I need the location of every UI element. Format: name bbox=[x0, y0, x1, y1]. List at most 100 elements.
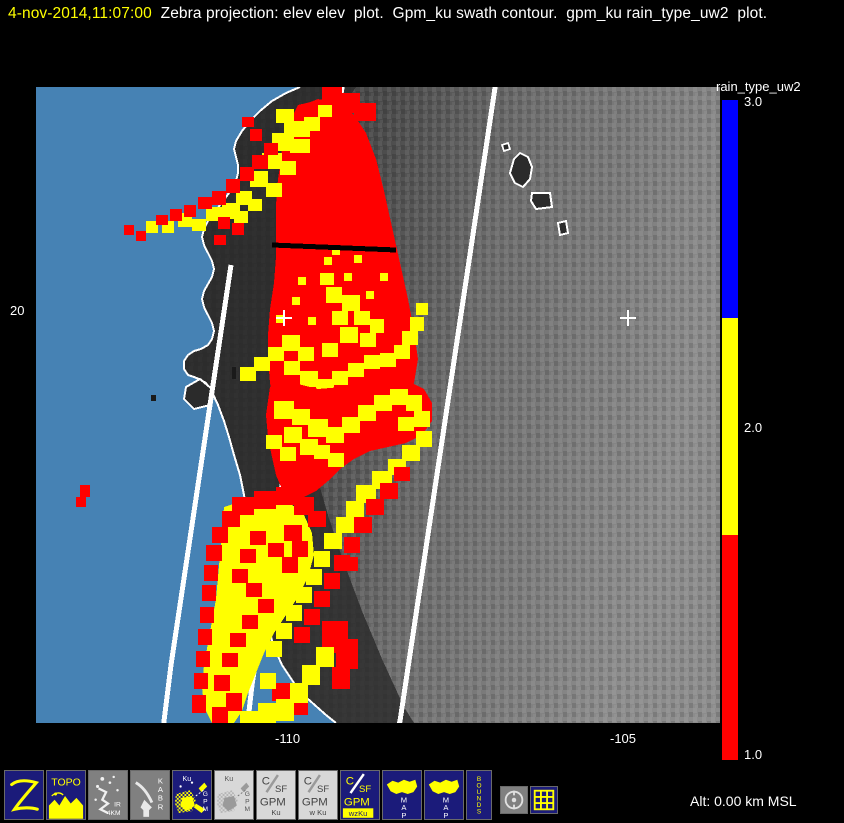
svg-text:K: K bbox=[158, 777, 163, 786]
svg-text:SF: SF bbox=[317, 784, 329, 795]
ku-gpm-satellite-alt-icon: Ku G P M bbox=[216, 775, 251, 813]
svg-text:N: N bbox=[477, 796, 482, 803]
svg-text:D: D bbox=[477, 802, 482, 809]
csf-gpm-wzku-button[interactable]: C SF GPM wzKu bbox=[340, 770, 380, 820]
swath-edge-far-left bbox=[161, 264, 234, 723]
ku-gpm-satellite-icon: Ku G P M bbox=[174, 775, 209, 813]
topo-icon: TOPO bbox=[48, 778, 84, 819]
x-axis-tick-110: -110 bbox=[275, 731, 301, 746]
toolbar: TOPO IR 4KM bbox=[4, 770, 558, 820]
map-button[interactable]: M A P bbox=[382, 770, 422, 820]
kabr-radar-button[interactable]: K A B R bbox=[130, 770, 170, 820]
svg-text:IR: IR bbox=[114, 801, 121, 808]
ir-satellite-icon: IR 4KM bbox=[94, 775, 121, 817]
island-dot-2 bbox=[232, 367, 236, 379]
target-button[interactable] bbox=[500, 786, 528, 814]
page-title: 4-nov-2014,11:07:00 Zebra projection: el… bbox=[8, 3, 836, 24]
cross-section-line bbox=[271, 242, 397, 253]
swath-edge-right bbox=[396, 87, 498, 723]
zebra-z-icon bbox=[10, 779, 40, 812]
colorbar-segment-stratiform bbox=[722, 318, 738, 535]
svg-text:GPM: GPM bbox=[260, 796, 286, 808]
island-4 bbox=[556, 219, 570, 237]
svg-text:TOPO: TOPO bbox=[51, 778, 80, 789]
colorbar-segment-other bbox=[722, 100, 738, 318]
map-plot-area[interactable] bbox=[36, 87, 720, 723]
colorbar[interactable] bbox=[722, 100, 738, 760]
svg-text:4KM: 4KM bbox=[107, 810, 121, 817]
svg-text:P: P bbox=[203, 799, 208, 806]
island-2 bbox=[500, 141, 512, 153]
grid-button[interactable] bbox=[530, 786, 558, 814]
svg-text:M: M bbox=[203, 806, 209, 813]
csf-gpm-wzku-icon: C SF GPM wzKu bbox=[342, 773, 374, 818]
grid-icon bbox=[533, 789, 555, 811]
svg-text:SF: SF bbox=[275, 784, 287, 795]
csf-gpm-ku-button[interactable]: C SF GPM Ku bbox=[256, 770, 296, 820]
svg-text:A: A bbox=[401, 803, 407, 812]
map-alt-button[interactable]: M A P bbox=[424, 770, 464, 820]
svg-text:Ku: Ku bbox=[183, 775, 192, 783]
islands bbox=[151, 141, 570, 411]
svg-text:B: B bbox=[158, 794, 163, 803]
colorbar-tick-3: 3.0 bbox=[744, 94, 763, 109]
altitude-readout: Alt: 0.00 km MSL bbox=[690, 793, 797, 809]
kabr-radar-icon: K A B R bbox=[134, 777, 164, 817]
colorbar-tick-1: 1.0 bbox=[744, 747, 763, 762]
svg-text:GPM: GPM bbox=[302, 796, 328, 808]
svg-text:wzKu: wzKu bbox=[348, 809, 368, 818]
x-axis-tick-105: -105 bbox=[610, 731, 637, 746]
svg-text:A: A bbox=[158, 785, 164, 794]
colorbar-title: rain_type_uw2 bbox=[716, 79, 801, 94]
stratiform-mid-south bbox=[266, 389, 430, 467]
csf-gpm-ku-icon: C SF GPM Ku bbox=[260, 774, 287, 817]
colorbar-tick-2: 2.0 bbox=[744, 420, 763, 435]
svg-text:U: U bbox=[477, 789, 482, 796]
svg-text:P: P bbox=[401, 811, 406, 819]
island-dot-1 bbox=[151, 395, 156, 401]
svg-text:M: M bbox=[245, 806, 251, 813]
title-description: Zebra projection: elev elev plot. Gpm_ku… bbox=[151, 5, 768, 22]
svg-text:A: A bbox=[443, 803, 449, 812]
ir-4km-button[interactable]: IR 4KM bbox=[88, 770, 128, 820]
svg-text:B: B bbox=[477, 776, 481, 783]
bounds-icon: B O U N D S bbox=[476, 776, 482, 815]
svg-text:Ku: Ku bbox=[271, 808, 280, 817]
svg-text:C: C bbox=[346, 776, 354, 788]
y-axis-tick-20: 20 bbox=[10, 303, 25, 318]
bounds-button[interactable]: B O U N D S bbox=[466, 770, 492, 820]
svg-text:G: G bbox=[203, 791, 208, 798]
zebra-logo-button[interactable] bbox=[4, 770, 44, 820]
convective-nw-arm bbox=[124, 117, 278, 245]
map-usa-icon: M A P bbox=[386, 779, 418, 819]
rain-type-raster bbox=[76, 87, 432, 723]
svg-text:S: S bbox=[477, 808, 482, 815]
csf-gpm-w-ku-icon: C SF GPM w Ku bbox=[302, 774, 329, 817]
map-usa-alt-icon: M A P bbox=[428, 779, 460, 819]
convective-south-speckle bbox=[192, 487, 326, 723]
map-canvas bbox=[36, 87, 720, 723]
svg-text:w Ku: w Ku bbox=[309, 808, 327, 817]
svg-text:R: R bbox=[158, 802, 164, 811]
colorbar-segment-convective bbox=[722, 535, 738, 760]
island-3 bbox=[529, 192, 554, 211]
island-1 bbox=[508, 151, 534, 189]
svg-text:SF: SF bbox=[359, 784, 371, 795]
svg-text:M: M bbox=[443, 796, 449, 805]
crosshair-markers bbox=[276, 310, 636, 326]
svg-text:Ku: Ku bbox=[225, 775, 234, 783]
svg-text:C: C bbox=[262, 776, 270, 788]
csf-gpm-w-ku-button[interactable]: C SF GPM w Ku bbox=[298, 770, 338, 820]
svg-text:GPM: GPM bbox=[344, 796, 370, 808]
crosshair-land bbox=[620, 310, 636, 326]
svg-text:P: P bbox=[245, 799, 250, 806]
target-icon bbox=[504, 790, 524, 810]
ku-gpm-button[interactable]: Ku G P M bbox=[172, 770, 212, 820]
ku-gpm-alt-button[interactable]: Ku G P M bbox=[214, 770, 254, 820]
topo-button[interactable]: TOPO bbox=[46, 770, 86, 820]
svg-text:C: C bbox=[304, 776, 312, 788]
stratiform-mid bbox=[240, 273, 428, 395]
crosshair-ocean bbox=[276, 310, 292, 326]
svg-text:O: O bbox=[476, 783, 481, 790]
